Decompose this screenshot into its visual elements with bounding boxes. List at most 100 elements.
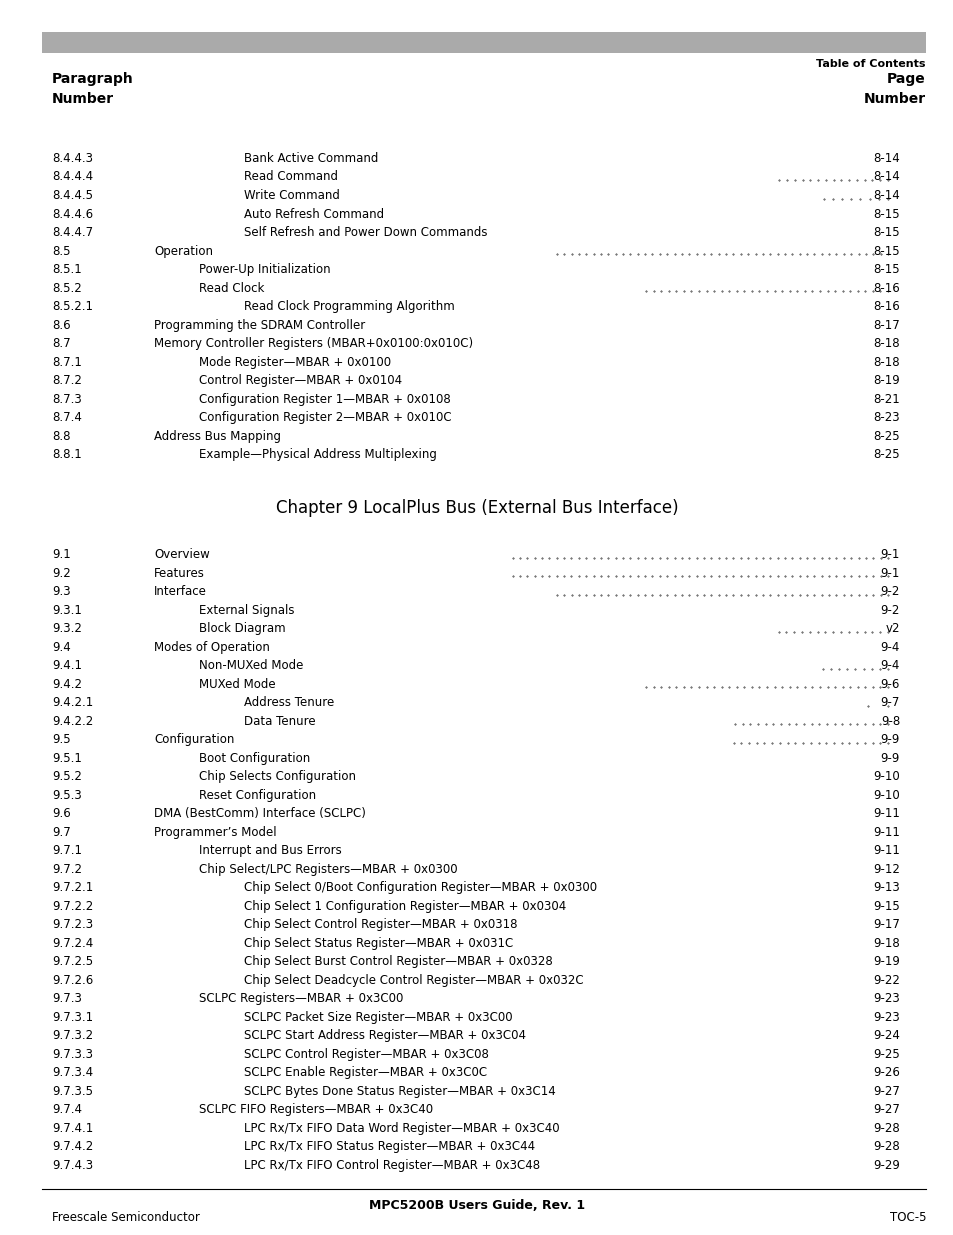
Text: 9.4.1: 9.4.1 [52, 659, 82, 672]
Text: 8-16: 8-16 [872, 282, 899, 294]
Text: Programming the SDRAM Controller: Programming the SDRAM Controller [153, 319, 365, 331]
Text: SCLPC Enable Register—MBAR + 0x3C0C: SCLPC Enable Register—MBAR + 0x3C0C [244, 1066, 487, 1079]
Text: 9.5.3: 9.5.3 [52, 789, 82, 802]
Text: 9.7: 9.7 [52, 826, 71, 839]
Text: Interrupt and Bus Errors: Interrupt and Bus Errors [199, 845, 341, 857]
Text: 8.4.4.7: 8.4.4.7 [52, 226, 93, 240]
Text: 8.5: 8.5 [52, 245, 71, 258]
Text: 8.5.2.1: 8.5.2.1 [52, 300, 92, 312]
Text: 8.8: 8.8 [52, 430, 71, 442]
Text: 9.7.3.4: 9.7.3.4 [52, 1066, 93, 1079]
Text: 8-15: 8-15 [872, 263, 899, 275]
Text: SCLPC Start Address Register—MBAR + 0x3C04: SCLPC Start Address Register—MBAR + 0x3C… [244, 1029, 525, 1042]
Text: 9.1: 9.1 [52, 548, 71, 561]
Text: Overview: Overview [153, 548, 210, 561]
Text: 8.4.4.5: 8.4.4.5 [52, 189, 92, 203]
Text: Programmer’s Model: Programmer’s Model [153, 826, 276, 839]
Text: 8-18: 8-18 [872, 356, 899, 368]
Text: 9-8: 9-8 [880, 715, 899, 727]
Text: 9.4: 9.4 [52, 641, 71, 653]
Text: Boot Configuration: Boot Configuration [199, 752, 310, 764]
Text: Data Tenure: Data Tenure [244, 715, 315, 727]
Text: Chip Select Deadcycle Control Register—MBAR + 0x032C: Chip Select Deadcycle Control Register—M… [244, 973, 583, 987]
Text: 9-9: 9-9 [880, 734, 899, 746]
Text: 9-1: 9-1 [880, 548, 899, 561]
Text: 9.7.4.1: 9.7.4.1 [52, 1121, 93, 1135]
Text: Address Bus Mapping: Address Bus Mapping [153, 430, 281, 442]
Text: Configuration Register 1—MBAR + 0x0108: Configuration Register 1—MBAR + 0x0108 [199, 393, 450, 405]
Text: 9.5: 9.5 [52, 734, 71, 746]
Text: Example—Physical Address Multiplexing: Example—Physical Address Multiplexing [199, 448, 436, 461]
Text: SCLPC Packet Size Register—MBAR + 0x3C00: SCLPC Packet Size Register—MBAR + 0x3C00 [244, 1010, 512, 1024]
Text: 8.7: 8.7 [52, 337, 71, 350]
Text: 9-1: 9-1 [880, 567, 899, 579]
Text: Configuration: Configuration [153, 734, 234, 746]
Text: 8.4.4.6: 8.4.4.6 [52, 207, 93, 221]
Text: Operation: Operation [153, 245, 213, 258]
Text: SCLPC Control Register—MBAR + 0x3C08: SCLPC Control Register—MBAR + 0x3C08 [244, 1047, 488, 1061]
Text: 8.7.4: 8.7.4 [52, 411, 82, 424]
Text: Control Register—MBAR + 0x0104: Control Register—MBAR + 0x0104 [199, 374, 402, 387]
Text: 8.7.2: 8.7.2 [52, 374, 82, 387]
Text: 8.7.1: 8.7.1 [52, 356, 82, 368]
Text: LPC Rx/Tx FIFO Control Register—MBAR + 0x3C48: LPC Rx/Tx FIFO Control Register—MBAR + 0… [244, 1158, 539, 1172]
Text: Read Command: Read Command [244, 170, 337, 184]
Text: Number: Number [863, 91, 925, 105]
Text: 9.7.4: 9.7.4 [52, 1103, 82, 1116]
Text: Chip Selects Configuration: Chip Selects Configuration [199, 771, 355, 783]
Text: External Signals: External Signals [199, 604, 294, 616]
Text: Read Clock Programming Algorithm: Read Clock Programming Algorithm [244, 300, 455, 312]
Text: Non-MUXed Mode: Non-MUXed Mode [199, 659, 303, 672]
Text: Interface: Interface [153, 585, 207, 598]
Text: 9.5.1: 9.5.1 [52, 752, 82, 764]
Text: 9.4.2: 9.4.2 [52, 678, 82, 690]
Text: 9.7.1: 9.7.1 [52, 845, 82, 857]
Text: 9-27: 9-27 [872, 1084, 899, 1098]
Text: 9.7.2.2: 9.7.2.2 [52, 900, 93, 913]
Text: 8.4.4.3: 8.4.4.3 [52, 152, 92, 165]
Text: 9-4: 9-4 [880, 641, 899, 653]
Text: 9.4.2.2: 9.4.2.2 [52, 715, 93, 727]
Text: Read Clock: Read Clock [199, 282, 264, 294]
Text: 9.7.2.5: 9.7.2.5 [52, 955, 93, 968]
Text: Features: Features [153, 567, 205, 579]
Bar [42, 32, 925, 53]
Text: Chip Select Burst Control Register—MBAR + 0x0328: Chip Select Burst Control Register—MBAR … [244, 955, 552, 968]
Text: Address Tenure: Address Tenure [244, 697, 334, 709]
Text: 8.7.3: 8.7.3 [52, 393, 82, 405]
Text: DMA (BestComm) Interface (SCLPC): DMA (BestComm) Interface (SCLPC) [153, 808, 366, 820]
Text: 9.7.4.3: 9.7.4.3 [52, 1158, 93, 1172]
Text: 9-15: 9-15 [872, 900, 899, 913]
Text: 8-25: 8-25 [872, 430, 899, 442]
Text: 9.7.3.2: 9.7.3.2 [52, 1029, 93, 1042]
Text: 9-25: 9-25 [872, 1047, 899, 1061]
Text: 9.7.3.3: 9.7.3.3 [52, 1047, 92, 1061]
Text: 9.3: 9.3 [52, 585, 71, 598]
Text: 8.8.1: 8.8.1 [52, 448, 82, 461]
Text: v2: v2 [884, 622, 899, 635]
Text: 9.7.4.2: 9.7.4.2 [52, 1140, 93, 1153]
Text: Chip Select Control Register—MBAR + 0x0318: Chip Select Control Register—MBAR + 0x03… [244, 919, 517, 931]
Text: 9-9: 9-9 [880, 752, 899, 764]
Text: 8-15: 8-15 [872, 245, 899, 258]
Text: Paragraph: Paragraph [52, 72, 133, 86]
Text: 9-17: 9-17 [872, 919, 899, 931]
Text: 8-18: 8-18 [872, 337, 899, 350]
Text: Mode Register—MBAR + 0x0100: Mode Register—MBAR + 0x0100 [199, 356, 391, 368]
Text: Modes of Operation: Modes of Operation [153, 641, 270, 653]
Text: 9.5.2: 9.5.2 [52, 771, 82, 783]
Text: 9-11: 9-11 [872, 845, 899, 857]
Text: 9-4: 9-4 [880, 659, 899, 672]
Text: 9-27: 9-27 [872, 1103, 899, 1116]
Text: Power-Up Initialization: Power-Up Initialization [199, 263, 331, 275]
Text: Auto Refresh Command: Auto Refresh Command [244, 207, 384, 221]
Text: Chip Select Status Register—MBAR + 0x031C: Chip Select Status Register—MBAR + 0x031… [244, 937, 513, 950]
Text: 9.3.2: 9.3.2 [52, 622, 82, 635]
Text: 9-12: 9-12 [872, 863, 899, 876]
Text: 9-29: 9-29 [872, 1158, 899, 1172]
Text: 8.6: 8.6 [52, 319, 71, 331]
Text: 9-28: 9-28 [872, 1121, 899, 1135]
Text: 8-14: 8-14 [872, 170, 899, 184]
Text: 9.7.2.6: 9.7.2.6 [52, 973, 93, 987]
Text: 9.2: 9.2 [52, 567, 71, 579]
